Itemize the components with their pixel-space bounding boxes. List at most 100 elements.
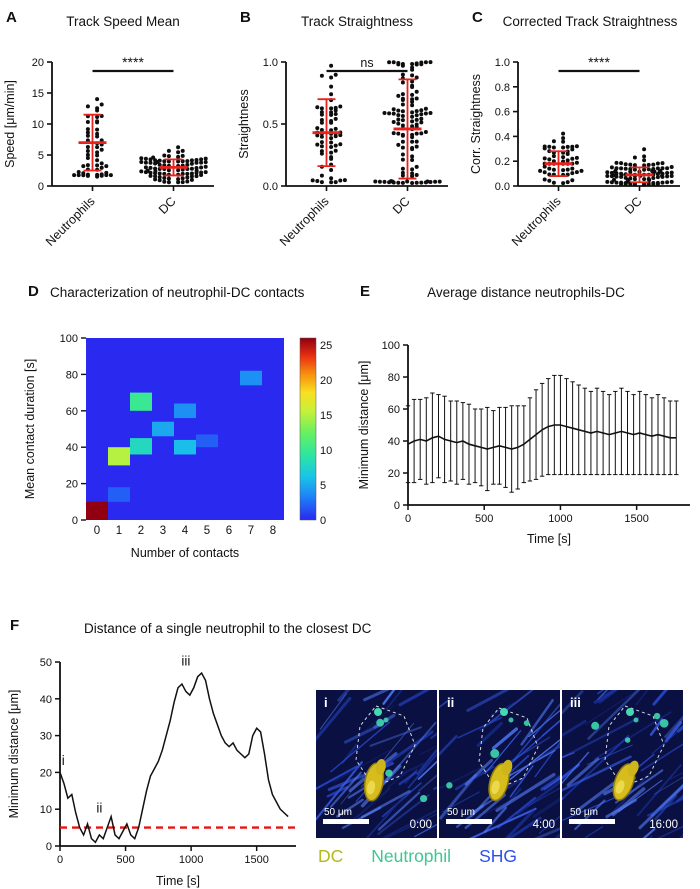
panel-c-dotplot: 0.0 0.2 0.4 0.6 0.8 1.0 Corr. Straightness Neut… xyxy=(469,54,680,249)
panel-e: E Average distance neutrophils-DC 0 20 40 6… xyxy=(352,282,700,584)
svg-text:50 μm: 50 μm xyxy=(570,807,598,818)
svg-text:Neutrophils: Neutrophils xyxy=(509,194,564,249)
svg-text:****: **** xyxy=(588,54,610,70)
svg-text:1500: 1500 xyxy=(624,513,648,525)
svg-text:8: 8 xyxy=(270,525,276,537)
svg-text:0: 0 xyxy=(46,841,52,853)
svg-text:Minimum distance [μm]: Minimum distance [μm] xyxy=(357,361,371,490)
svg-text:2: 2 xyxy=(138,525,144,537)
color-legend: DC Neutrophil SHG xyxy=(318,846,517,867)
panel-f-title: Distance of a single neutrophil to the c… xyxy=(84,621,372,636)
svg-text:iii: iii xyxy=(181,654,190,669)
svg-text:i: i xyxy=(62,753,65,768)
micrograph-iii: iii 50 μm 16:00 xyxy=(562,690,683,838)
svg-text:1: 1 xyxy=(116,525,122,537)
svg-text:20: 20 xyxy=(32,57,44,69)
svg-text:30: 30 xyxy=(40,731,52,743)
svg-text:15: 15 xyxy=(32,88,44,100)
panel-b: B Track Straightness 0.0 0.5 1.0 Straightne… xyxy=(234,4,466,266)
panel-c: C Corrected Track Straightness 0.0 0.2 0.4… xyxy=(466,4,700,266)
svg-text:Time [s]: Time [s] xyxy=(527,532,571,546)
micrograph-i: i 50 μm 0:00 xyxy=(316,690,437,838)
panel-e-letter: E xyxy=(360,283,371,300)
svg-text:i: i xyxy=(324,695,328,710)
svg-text:40: 40 xyxy=(66,442,78,454)
panel-d: D Characterization of neutrophil-DC cont… xyxy=(6,282,354,584)
svg-text:60: 60 xyxy=(66,406,78,418)
micrograph-ii: ii 50 μm 4:00 xyxy=(439,690,560,838)
svg-text:Neutrophils: Neutrophils xyxy=(277,194,332,249)
svg-text:10: 10 xyxy=(32,119,44,131)
svg-text:20: 20 xyxy=(388,468,400,480)
panel-b-letter: B xyxy=(240,9,251,26)
svg-text:0.0: 0.0 xyxy=(495,181,510,193)
svg-text:DC: DC xyxy=(390,194,413,217)
svg-text:0.6: 0.6 xyxy=(495,107,510,119)
svg-text:500: 500 xyxy=(116,854,134,866)
svg-text:0.5: 0.5 xyxy=(263,119,278,131)
svg-text:10: 10 xyxy=(40,804,52,816)
svg-text:0.2: 0.2 xyxy=(495,156,510,168)
svg-text:0.4: 0.4 xyxy=(495,131,510,143)
panel-a-letter: A xyxy=(6,9,17,26)
panel-b-dotplot: 0.0 0.5 1.0 Straightness Neutrophils DC ns xyxy=(237,56,448,249)
legend-neutrophil: Neutrophil xyxy=(371,846,452,866)
svg-text:Neutrophils: Neutrophils xyxy=(43,194,98,249)
svg-text:80: 80 xyxy=(388,372,400,384)
svg-text:0: 0 xyxy=(320,515,326,527)
svg-text:15: 15 xyxy=(320,410,332,422)
panel-f-letter: F xyxy=(10,617,20,634)
svg-text:4: 4 xyxy=(182,525,189,537)
svg-text:Straightness: Straightness xyxy=(237,89,251,158)
svg-text:Time [s]: Time [s] xyxy=(156,874,200,888)
svg-text:0.0: 0.0 xyxy=(263,181,278,193)
panel-a-title: Track Speed Mean xyxy=(66,14,180,29)
svg-text:20: 20 xyxy=(66,479,78,491)
panel-a: A Track Speed Mean 0 5 10 15 20 Speed [μm/min… xyxy=(0,4,232,266)
svg-text:0: 0 xyxy=(38,181,44,193)
svg-text:1000: 1000 xyxy=(548,513,572,525)
legend-shg: SHG xyxy=(479,846,517,866)
svg-text:Minimum distance [μm]: Minimum distance [μm] xyxy=(7,690,21,819)
svg-text:Number of contacts: Number of contacts xyxy=(131,546,239,560)
panel-f: F Distance of a single neutrophil to the… xyxy=(0,616,700,889)
legend-dc: DC xyxy=(318,846,344,866)
svg-text:ii: ii xyxy=(96,801,102,816)
panel-d-letter: D xyxy=(28,283,39,300)
svg-text:iii: iii xyxy=(570,695,581,710)
svg-text:100: 100 xyxy=(382,340,400,352)
svg-text:20: 20 xyxy=(320,375,332,387)
svg-text:80: 80 xyxy=(66,369,78,381)
svg-text:ns: ns xyxy=(360,56,373,70)
svg-text:100: 100 xyxy=(60,333,78,345)
panel-b-title: Track Straightness xyxy=(300,14,414,29)
svg-text:****: **** xyxy=(122,54,144,70)
svg-text:DC: DC xyxy=(622,194,645,217)
svg-text:20: 20 xyxy=(40,767,52,779)
svg-text:0: 0 xyxy=(394,500,400,512)
svg-text:0.8: 0.8 xyxy=(495,82,510,94)
svg-text:0: 0 xyxy=(94,525,100,537)
svg-text:DC: DC xyxy=(156,194,179,217)
svg-text:Speed [μm/min]: Speed [μm/min] xyxy=(3,80,17,168)
panel-d-title: Characterization of neutrophil-DC contac… xyxy=(50,285,305,300)
svg-text:25: 25 xyxy=(320,340,332,352)
svg-text:50 μm: 50 μm xyxy=(324,807,352,818)
svg-text:5: 5 xyxy=(320,480,326,492)
svg-text:ii: ii xyxy=(447,695,454,710)
svg-text:1.0: 1.0 xyxy=(495,57,510,69)
panel-c-letter: C xyxy=(472,9,483,26)
panel-c-title: Corrected Track Straightness xyxy=(502,14,678,29)
svg-text:1500: 1500 xyxy=(244,854,268,866)
svg-text:4:00: 4:00 xyxy=(533,819,555,831)
svg-text:7: 7 xyxy=(248,525,254,537)
svg-text:5: 5 xyxy=(38,150,44,162)
svg-text:0: 0 xyxy=(72,515,78,527)
micrograph-strip: i 50 μm 0:00 ii 50 μm 4:00 iii 50 μm 16:00 xyxy=(316,690,683,838)
svg-text:40: 40 xyxy=(40,694,52,706)
svg-text:0: 0 xyxy=(57,854,63,866)
svg-text:16:00: 16:00 xyxy=(649,819,678,831)
